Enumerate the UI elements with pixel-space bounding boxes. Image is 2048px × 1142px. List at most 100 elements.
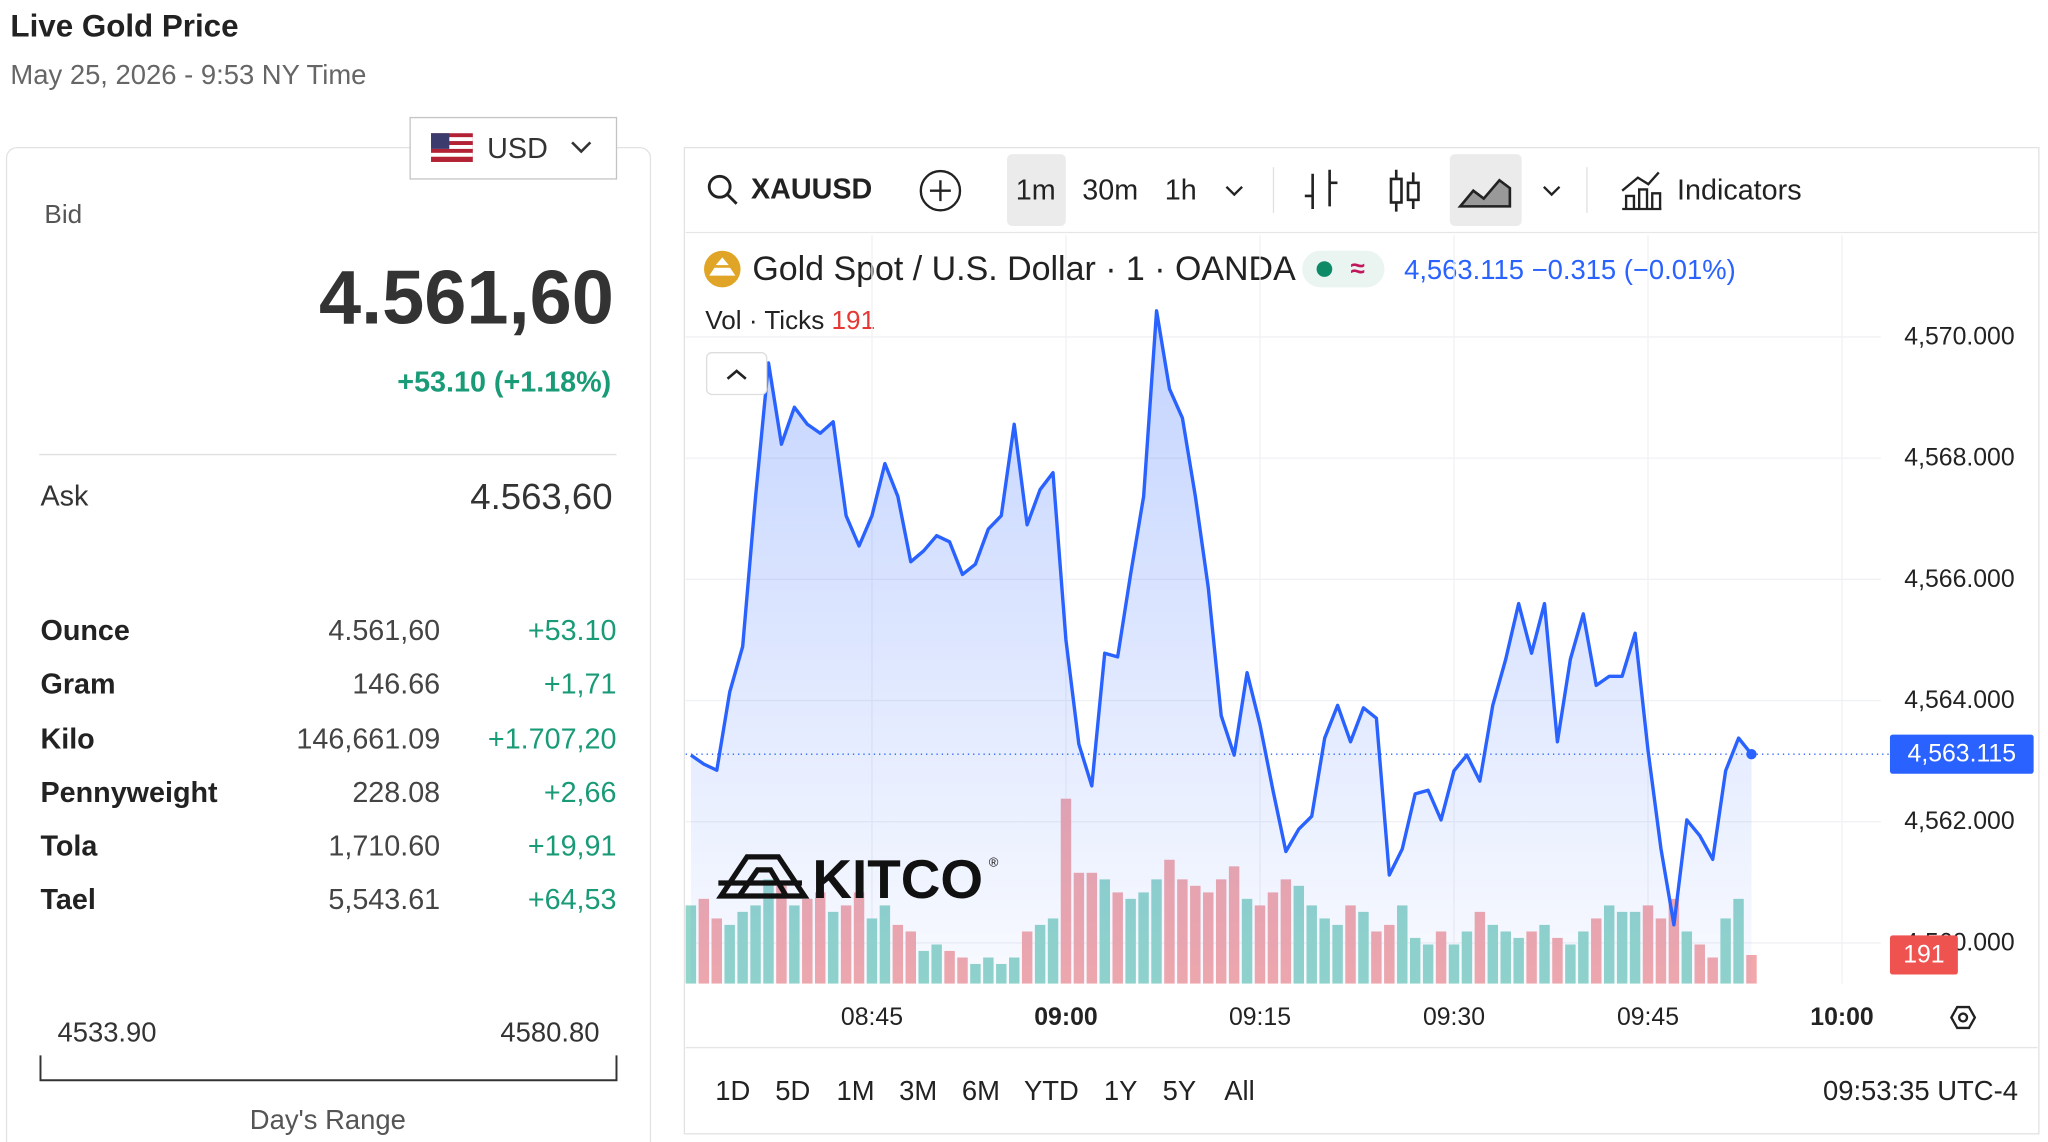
unit-name: Kilo	[40, 723, 94, 755]
range-button[interactable]: 1Y	[1104, 1075, 1138, 1106]
range-label: Day's Range	[250, 1104, 406, 1135]
ask-value: 4.563,60	[470, 476, 612, 517]
unit-change: +2,66	[544, 777, 617, 809]
symbol-search[interactable]: XAUUSD	[707, 173, 872, 205]
range-button[interactable]: All	[1224, 1075, 1254, 1106]
price-tag-label: 4,563.115	[1908, 741, 2016, 768]
x-tick-label: 09:00	[1034, 1004, 1097, 1031]
interval-menu[interactable]	[1225, 185, 1243, 197]
compare-button[interactable]	[919, 169, 962, 212]
currency-select[interactable]: USD	[409, 116, 618, 180]
candle-icon	[1389, 177, 1403, 204]
collapse-legend[interactable]	[705, 352, 768, 396]
flag-stripe	[431, 137, 473, 142]
legend-last: 4,563.115	[1404, 254, 1524, 285]
interval-button[interactable]: 30m	[1082, 175, 1138, 207]
unit-change: +1,71	[544, 668, 617, 700]
indicators-button[interactable]: Indicators	[1677, 175, 1802, 207]
x-tick-label: 10:00	[1810, 1004, 1873, 1031]
indicators-icon	[1621, 171, 1662, 211]
range-buttons: 1D 5D 1M 3M 6M YTD 1Y 5Y All	[715, 1075, 1255, 1106]
symbol[interactable]: XAUUSD	[751, 173, 872, 205]
chevron	[571, 141, 592, 154]
range-button[interactable]: 5Y	[1163, 1075, 1197, 1106]
unit-table: Ounce 4.561,60 +53.10 Gram 146.66 +1,71 Kilo 14…	[40, 615, 616, 916]
y-tick-label: 4,562.000	[1904, 808, 2014, 835]
flag-stripe	[431, 152, 473, 157]
range-bar	[39, 1055, 618, 1082]
x-tick-label: 09:15	[1229, 1004, 1291, 1031]
symbol-logo-mark	[709, 257, 736, 276]
unit-price: 5,543.61	[328, 884, 440, 916]
volume-bar	[685, 905, 697, 984]
legend-change: −0.315	[1532, 254, 1617, 285]
watermark-text: KITCO	[812, 848, 983, 910]
volume-tag-label: 191	[1903, 941, 1944, 968]
range-high: 4580.80	[500, 1016, 599, 1047]
clock: 09:53:35 UTC-4	[1823, 1075, 2018, 1106]
page-title: Live Gold Price	[10, 9, 238, 44]
status-pill	[1302, 250, 1385, 288]
area-style[interactable]	[1457, 178, 1512, 208]
page-subtitle: May 25, 2026 - 9:53 NY Time	[10, 59, 366, 90]
volume-last: 191	[832, 305, 876, 335]
settings-button[interactable]	[1949, 1005, 1977, 1030]
range-button[interactable]: 5D	[775, 1075, 810, 1106]
bid-value: 4.561,60	[319, 255, 614, 340]
x-tick-label: 08:45	[841, 1004, 903, 1031]
intervals: 1m 30m 1h	[1016, 175, 1197, 207]
x-tick-label: 09:45	[1617, 1004, 1679, 1031]
range-button[interactable]: YTD	[1024, 1075, 1079, 1106]
candle-icon	[1406, 181, 1420, 202]
watermark: KITCO ®	[716, 848, 999, 910]
interval-button[interactable]: 1m	[1016, 175, 1056, 207]
price-panel	[5, 146, 652, 1142]
plus-icon	[929, 180, 951, 202]
volume-legend: Vol · Ticks 191	[705, 305, 875, 335]
active-interval	[1007, 154, 1066, 226]
plot: 4,560.0004,562.0004,564.0004,566.0004,56…	[685, 235, 2034, 1031]
y-tick-label: 4,566.000	[1904, 566, 2014, 593]
flag-canton	[431, 133, 450, 149]
active-style	[1449, 154, 1522, 226]
unit-name: Gram	[40, 668, 115, 700]
volume-tag	[1889, 935, 1958, 975]
volume-name: Vol · Ticks	[705, 305, 824, 335]
range-low: 4533.90	[57, 1016, 156, 1047]
range-button[interactable]: 3M	[899, 1075, 937, 1106]
unit-price: 1,710.60	[328, 830, 440, 862]
unit-price: 146.66	[352, 668, 440, 700]
unit-change: +53.10	[528, 615, 617, 647]
interval-button[interactable]: 1h	[1165, 175, 1197, 207]
legend-change-pct: (−0.01%)	[1624, 254, 1736, 285]
last-point	[1746, 748, 1757, 760]
style-menu[interactable]	[1543, 185, 1561, 197]
delayed-icon: ≈	[1351, 253, 1365, 283]
unit-name: Tola	[40, 830, 98, 862]
y-tick-label: 4,564.000	[1904, 687, 2014, 714]
unit-price: 146,661.09	[296, 723, 440, 755]
currency-label[interactable]: USD	[487, 133, 548, 165]
bid-label: Bid	[44, 199, 82, 229]
unit-change: +1.707,20	[488, 723, 617, 755]
bars-style[interactable]	[1304, 169, 1338, 209]
search-icon	[707, 174, 732, 199]
range-button[interactable]: 6M	[962, 1075, 1000, 1106]
legend-series: Gold Spot / U.S. Dollar · 1 · OANDA	[752, 250, 1296, 288]
range-button[interactable]: 1D	[715, 1075, 750, 1106]
bid-change: +53.10 (+1.18%)	[397, 367, 611, 399]
market-open-dot	[1316, 261, 1333, 277]
price-tag	[1889, 734, 2034, 774]
ask-label: Ask	[40, 480, 89, 512]
price-area	[690, 310, 1752, 984]
range-button[interactable]: 1M	[836, 1075, 874, 1106]
collapse-icon	[726, 369, 747, 380]
flag-stripe	[431, 144, 473, 149]
settings-icon	[1958, 1012, 1969, 1023]
legend-values: 4,563.115 −0.315 (−0.01%)	[1404, 254, 1736, 285]
search-icon	[726, 193, 738, 205]
y-tick-label: 4,568.000	[1904, 445, 2014, 472]
unit-name: Pennyweight	[40, 777, 218, 809]
